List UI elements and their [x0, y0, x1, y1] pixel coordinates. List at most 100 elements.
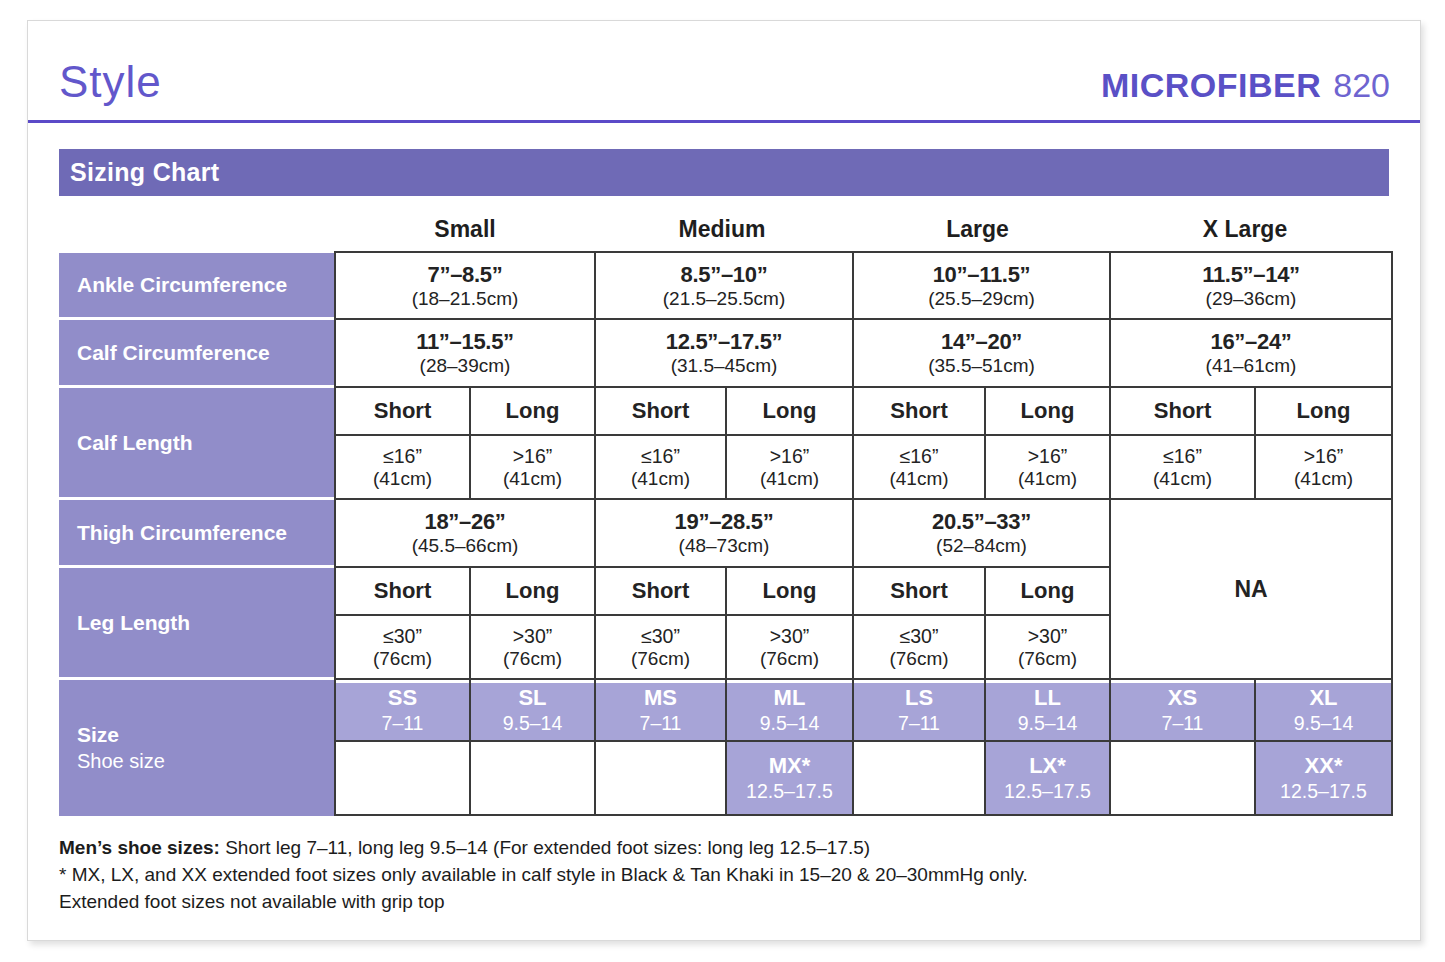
- value-inches: >30”: [1028, 625, 1068, 648]
- value-inches: 7”–8.5”: [428, 262, 503, 288]
- leg-length-value: ≤30”(76cm): [596, 616, 725, 678]
- value-cm: (45.5–66cm): [412, 535, 519, 557]
- shoe-size-range: 7–11: [898, 712, 940, 735]
- calf-length-value: >16”(41cm): [727, 436, 852, 498]
- value-inches: 19”–28.5”: [675, 509, 774, 535]
- size-badge-ls: LS7–11: [854, 680, 984, 740]
- short-long-label: Long: [763, 578, 817, 604]
- calf-length-head: Long: [1256, 388, 1391, 434]
- size-badge-mx: MX*12.5–17.5: [727, 742, 852, 814]
- sizing-table: Ankle Circumference Calf Circumference C…: [59, 251, 1389, 816]
- value-inches: ≤30”: [383, 625, 422, 648]
- short-long-label: Long: [506, 398, 560, 424]
- cell-calfcirc-small: 11”–15.5” (28–39cm): [336, 320, 594, 386]
- footnote-line-1-rest: Short leg 7–11, long leg 9.5–14 (For ext…: [220, 837, 870, 858]
- footnote-line-1: Men’s shoe sizes: Short leg 7–11, long l…: [59, 834, 1389, 861]
- value-inches: >30”: [770, 625, 810, 648]
- footnotes: Men’s shoe sizes: Short leg 7–11, long l…: [59, 834, 1389, 915]
- value-inches: 20.5”–33”: [932, 509, 1031, 535]
- empty-cell: [854, 742, 984, 814]
- calf-length-head: Long: [727, 388, 852, 434]
- shoe-size-range: 12.5–17.5: [1004, 780, 1091, 803]
- cell-calfcirc-xlarge: 16”–24” (41–61cm): [1111, 320, 1391, 386]
- short-long-label: Long: [1021, 398, 1075, 424]
- value-inches: >30”: [513, 625, 553, 648]
- spec-sheet-card: Style MICROFIBER 820 Sizing Chart Small …: [27, 20, 1421, 941]
- row-label-size: Size Shoe size: [59, 680, 334, 816]
- value-cm: (35.5–51cm): [928, 355, 1035, 377]
- size-code: LL: [1034, 685, 1061, 711]
- value-cm: (41cm): [889, 468, 948, 490]
- cell-xlarge-na: NA: [1111, 500, 1391, 678]
- short-long-label: Short: [374, 398, 431, 424]
- value-cm: (41cm): [1294, 468, 1353, 490]
- value-cm: (41cm): [1018, 468, 1077, 490]
- row-labels-column: Ankle Circumference Calf Circumference C…: [59, 251, 334, 816]
- value-inches: 16”–24”: [1210, 329, 1291, 355]
- calf-length-value: >16”(41cm): [471, 436, 594, 498]
- row-label-calf-circumference: Calf Circumference: [59, 320, 334, 388]
- values-grid: 7”–8.5” (18–21.5cm) 8.5”–10” (21.5–25.5c…: [334, 251, 1393, 816]
- value-cm: (31.5–45cm): [671, 355, 778, 377]
- cell-thigh-medium: 19”–28.5” (48–73cm): [596, 500, 852, 566]
- value-inches: 10”–11.5”: [933, 262, 1031, 288]
- calf-length-head: Short: [596, 388, 725, 434]
- size-badge-ml: ML9.5–14: [727, 680, 852, 740]
- model-number: 820: [1333, 66, 1390, 105]
- value-cm: (76cm): [889, 648, 948, 670]
- calf-length-head: Long: [986, 388, 1109, 434]
- page: Style MICROFIBER 820 Sizing Chart Small …: [0, 0, 1445, 962]
- calf-length-head: Short: [336, 388, 469, 434]
- value-inches: >16”: [1304, 445, 1344, 468]
- shoe-size-range: 12.5–17.5: [746, 780, 833, 803]
- short-long-label: Long: [506, 578, 560, 604]
- value-inches: >16”: [1028, 445, 1068, 468]
- calf-length-value: ≤16”(41cm): [596, 436, 725, 498]
- footnote-line-3: Extended foot sizes not available with g…: [59, 888, 1389, 915]
- value-cm: (41cm): [1153, 468, 1212, 490]
- value-inches: ≤30”: [900, 625, 939, 648]
- page-title: Style: [59, 57, 162, 107]
- cell-ankle-medium: 8.5”–10” (21.5–25.5cm): [596, 253, 852, 318]
- size-column-headers: Small Medium Large X Large: [336, 207, 1389, 251]
- size-badge-sl: SL9.5–14: [471, 680, 594, 740]
- cell-ankle-large: 10”–11.5” (25.5–29cm): [854, 253, 1109, 318]
- cell-calfcirc-large: 14”–20” (35.5–51cm): [854, 320, 1109, 386]
- cell-thigh-small: 18”–26” (45.5–66cm): [336, 500, 594, 566]
- leg-length-head: Short: [596, 568, 725, 614]
- value-cm: (76cm): [503, 648, 562, 670]
- empty-cell: [471, 742, 594, 814]
- size-code: SS: [388, 685, 417, 711]
- short-long-label: Short: [632, 398, 689, 424]
- value-inches: >16”: [513, 445, 553, 468]
- calf-length-value: >16”(41cm): [1256, 436, 1391, 498]
- size-code: LX*: [1029, 753, 1066, 779]
- cell-thigh-large: 20.5”–33” (52–84cm): [854, 500, 1109, 566]
- row-label-calf-length: Calf Length: [59, 388, 334, 500]
- value-cm: (41–61cm): [1206, 355, 1297, 377]
- calf-length-head: Short: [1111, 388, 1254, 434]
- value-cm: (41cm): [373, 468, 432, 490]
- value-cm: (25.5–29cm): [928, 288, 1035, 310]
- short-long-label: Short: [632, 578, 689, 604]
- brand-name: MICROFIBER: [1101, 66, 1321, 105]
- size-badge-xl: XL9.5–14: [1256, 680, 1391, 740]
- empty-cell: [596, 742, 725, 814]
- size-code: LS: [905, 685, 933, 711]
- brand-lockup: MICROFIBER 820: [1101, 66, 1390, 107]
- size-code: MS: [644, 685, 677, 711]
- sizing-chart-banner: Sizing Chart: [59, 149, 1389, 196]
- short-long-label: Short: [890, 398, 947, 424]
- calf-length-value: >16”(41cm): [986, 436, 1109, 498]
- leg-length-value: ≤30”(76cm): [336, 616, 469, 678]
- value-cm: (76cm): [760, 648, 819, 670]
- value-cm: (76cm): [373, 648, 432, 670]
- value-inches: >16”: [770, 445, 810, 468]
- leg-length-value: >30”(76cm): [986, 616, 1109, 678]
- row-label-thigh-circumference: Thigh Circumference: [59, 500, 334, 568]
- size-badge-xx: XX*12.5–17.5: [1256, 742, 1391, 814]
- size-label: Size: [77, 723, 334, 747]
- size-badge-lx: LX*12.5–17.5: [986, 742, 1109, 814]
- value-cm: (52–84cm): [936, 535, 1027, 557]
- na-value: NA: [1234, 576, 1267, 603]
